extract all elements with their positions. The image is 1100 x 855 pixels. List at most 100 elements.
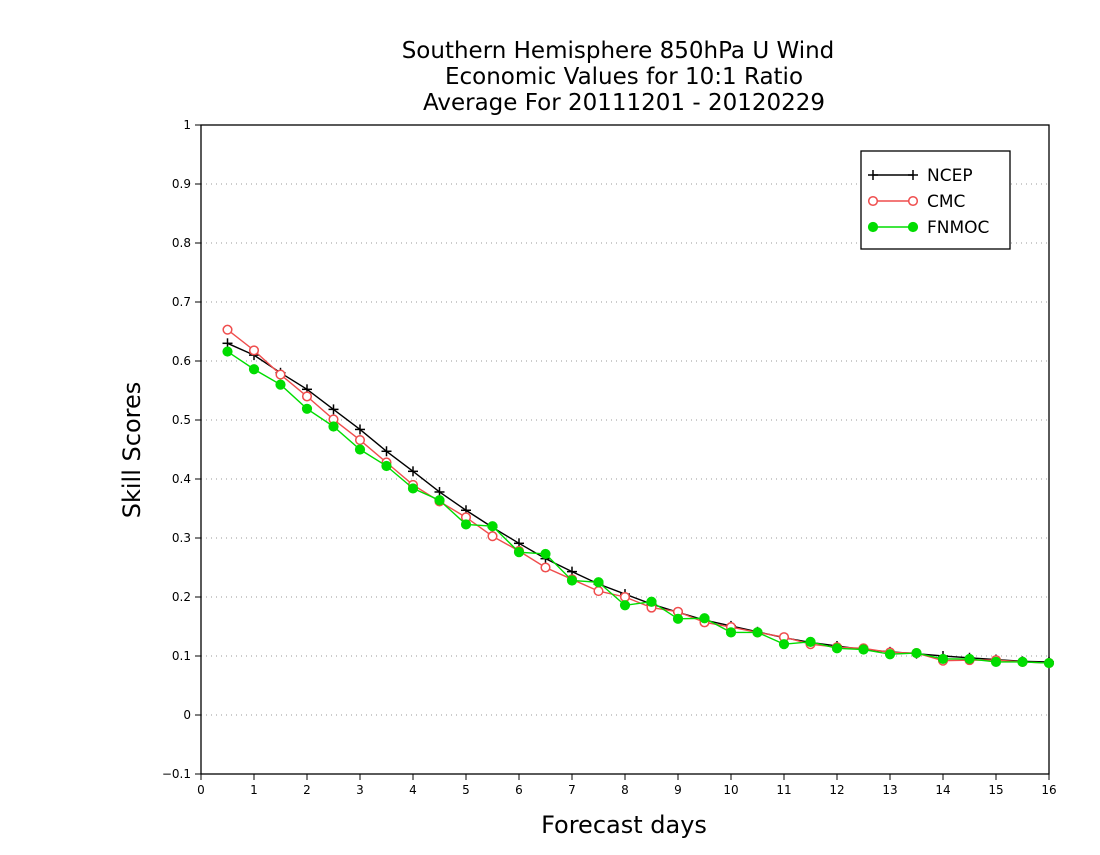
data-point-fnmoc	[407, 483, 419, 494]
x-tick-label: 2	[303, 783, 311, 797]
chart-title: Southern Hemisphere 850hPa U Wind Econom…	[402, 38, 835, 116]
data-point-fnmoc	[248, 364, 260, 375]
grid-lines	[201, 183, 1049, 716]
series-layer	[222, 324, 1055, 669]
y-tick-label: 0.4	[172, 472, 191, 486]
series-ncep	[222, 338, 1054, 667]
data-point-fnmoc	[540, 548, 551, 560]
x-tick-label: 1	[250, 783, 258, 797]
data-point-cmc	[248, 345, 260, 356]
y-tick-label: 0.3	[172, 531, 191, 545]
data-point-fnmoc	[752, 627, 763, 638]
chart-title-line-2: Economic Values for 10:1 Ratio	[445, 64, 803, 90]
x-tick-label: 11	[776, 783, 791, 797]
legend-marker	[907, 195, 919, 207]
legend-marker	[908, 170, 918, 180]
series-fnmoc	[222, 346, 1055, 669]
data-point-fnmoc	[725, 627, 737, 638]
data-point-fnmoc	[964, 653, 975, 665]
legend-label: FNMOC	[927, 218, 989, 238]
series-line-fnmoc	[227, 350, 1050, 664]
chart-title-line-3: Average For 20111201 - 20120229	[423, 90, 825, 116]
data-point-cmc	[222, 324, 233, 335]
data-point-cmc	[540, 562, 551, 573]
data-point-ncep	[355, 424, 365, 435]
data-point-fnmoc	[328, 421, 339, 432]
data-point-fnmoc	[381, 460, 392, 472]
data-point-ncep	[328, 404, 339, 415]
y-tick-label: 1	[183, 118, 191, 132]
y-tick-label: 0.1	[172, 649, 191, 663]
y-tick-label: 0.5	[172, 413, 191, 427]
data-point-fnmoc	[1017, 656, 1028, 668]
x-tick-label: 0	[197, 783, 205, 797]
legend-label: NCEP	[927, 166, 973, 186]
data-point-fnmoc	[805, 636, 816, 647]
y-axis-title: Skill Scores	[118, 382, 146, 519]
x-tick-label: 7	[568, 783, 576, 797]
x-tick-label: 10	[723, 783, 738, 797]
data-point-fnmoc	[646, 596, 657, 607]
axis-ticks: −0.100.10.20.30.40.50.60.70.80.910 1 2 3 4 5 6…	[162, 118, 1057, 797]
data-point-fnmoc	[275, 379, 286, 390]
x-tick-label: 14	[935, 783, 950, 797]
legend: NCEP CMC FNMOC	[860, 150, 1011, 250]
x-tick-label: 8	[621, 783, 629, 797]
data-point-cmc	[354, 435, 366, 446]
legend-item-cmc: CMC	[867, 192, 965, 212]
x-tick-label: 4	[409, 783, 417, 797]
y-tick-label: 0.2	[172, 590, 191, 604]
chart-title-line-1: Southern Hemisphere 850hPa U Wind	[402, 38, 835, 64]
x-tick-label: 15	[988, 783, 1003, 797]
data-point-fnmoc	[434, 495, 445, 506]
data-point-fnmoc	[672, 613, 684, 624]
data-point-fnmoc	[1043, 657, 1055, 669]
legend-item-fnmoc: FNMOC	[867, 218, 989, 238]
y-tick-label: −0.1	[162, 767, 191, 781]
data-point-ncep	[381, 446, 392, 457]
legend-marker	[907, 221, 919, 233]
data-point-fnmoc	[990, 656, 1002, 668]
x-tick-label: 13	[882, 783, 897, 797]
data-point-fnmoc	[699, 613, 710, 624]
y-tick-label: 0.7	[172, 295, 191, 309]
legend-marker	[868, 170, 878, 180]
data-point-cmc	[487, 531, 498, 542]
legend-marker	[867, 195, 879, 207]
legend-box	[860, 150, 1011, 250]
data-point-fnmoc	[487, 521, 498, 532]
series-cmc	[222, 324, 1055, 669]
y-tick-label: 0	[183, 708, 191, 722]
data-point-fnmoc	[593, 577, 604, 588]
data-point-fnmoc	[513, 547, 525, 558]
data-point-cmc	[301, 391, 313, 402]
series-line-cmc	[227, 329, 1050, 664]
data-point-fnmoc	[937, 653, 949, 665]
x-tick-label: 16	[1041, 783, 1056, 797]
x-tick-label: 5	[462, 783, 470, 797]
data-point-fnmoc	[566, 575, 578, 586]
data-point-fnmoc	[911, 647, 922, 659]
x-tick-label: 6	[515, 783, 523, 797]
legend-marker	[867, 221, 879, 233]
x-tick-label: 3	[356, 783, 364, 797]
data-point-ncep	[408, 466, 418, 477]
data-point-fnmoc	[778, 639, 790, 650]
data-point-fnmoc	[460, 519, 472, 530]
data-point-fnmoc	[858, 644, 869, 655]
x-axis-title: Forecast days	[541, 811, 707, 839]
series-line-ncep	[227, 342, 1050, 663]
data-point-fnmoc	[619, 600, 631, 611]
legend-item-ncep: NCEP	[868, 166, 973, 186]
x-tick-label: 12	[829, 783, 844, 797]
data-point-fnmoc	[831, 643, 843, 654]
data-point-cmc	[275, 369, 286, 380]
data-point-fnmoc	[222, 346, 233, 357]
y-tick-label: 0.8	[172, 236, 191, 250]
x-tick-label: 9	[674, 783, 682, 797]
y-tick-label: 0.6	[172, 354, 191, 368]
data-point-cmc	[619, 591, 631, 603]
y-tick-label: 0.9	[172, 177, 191, 191]
